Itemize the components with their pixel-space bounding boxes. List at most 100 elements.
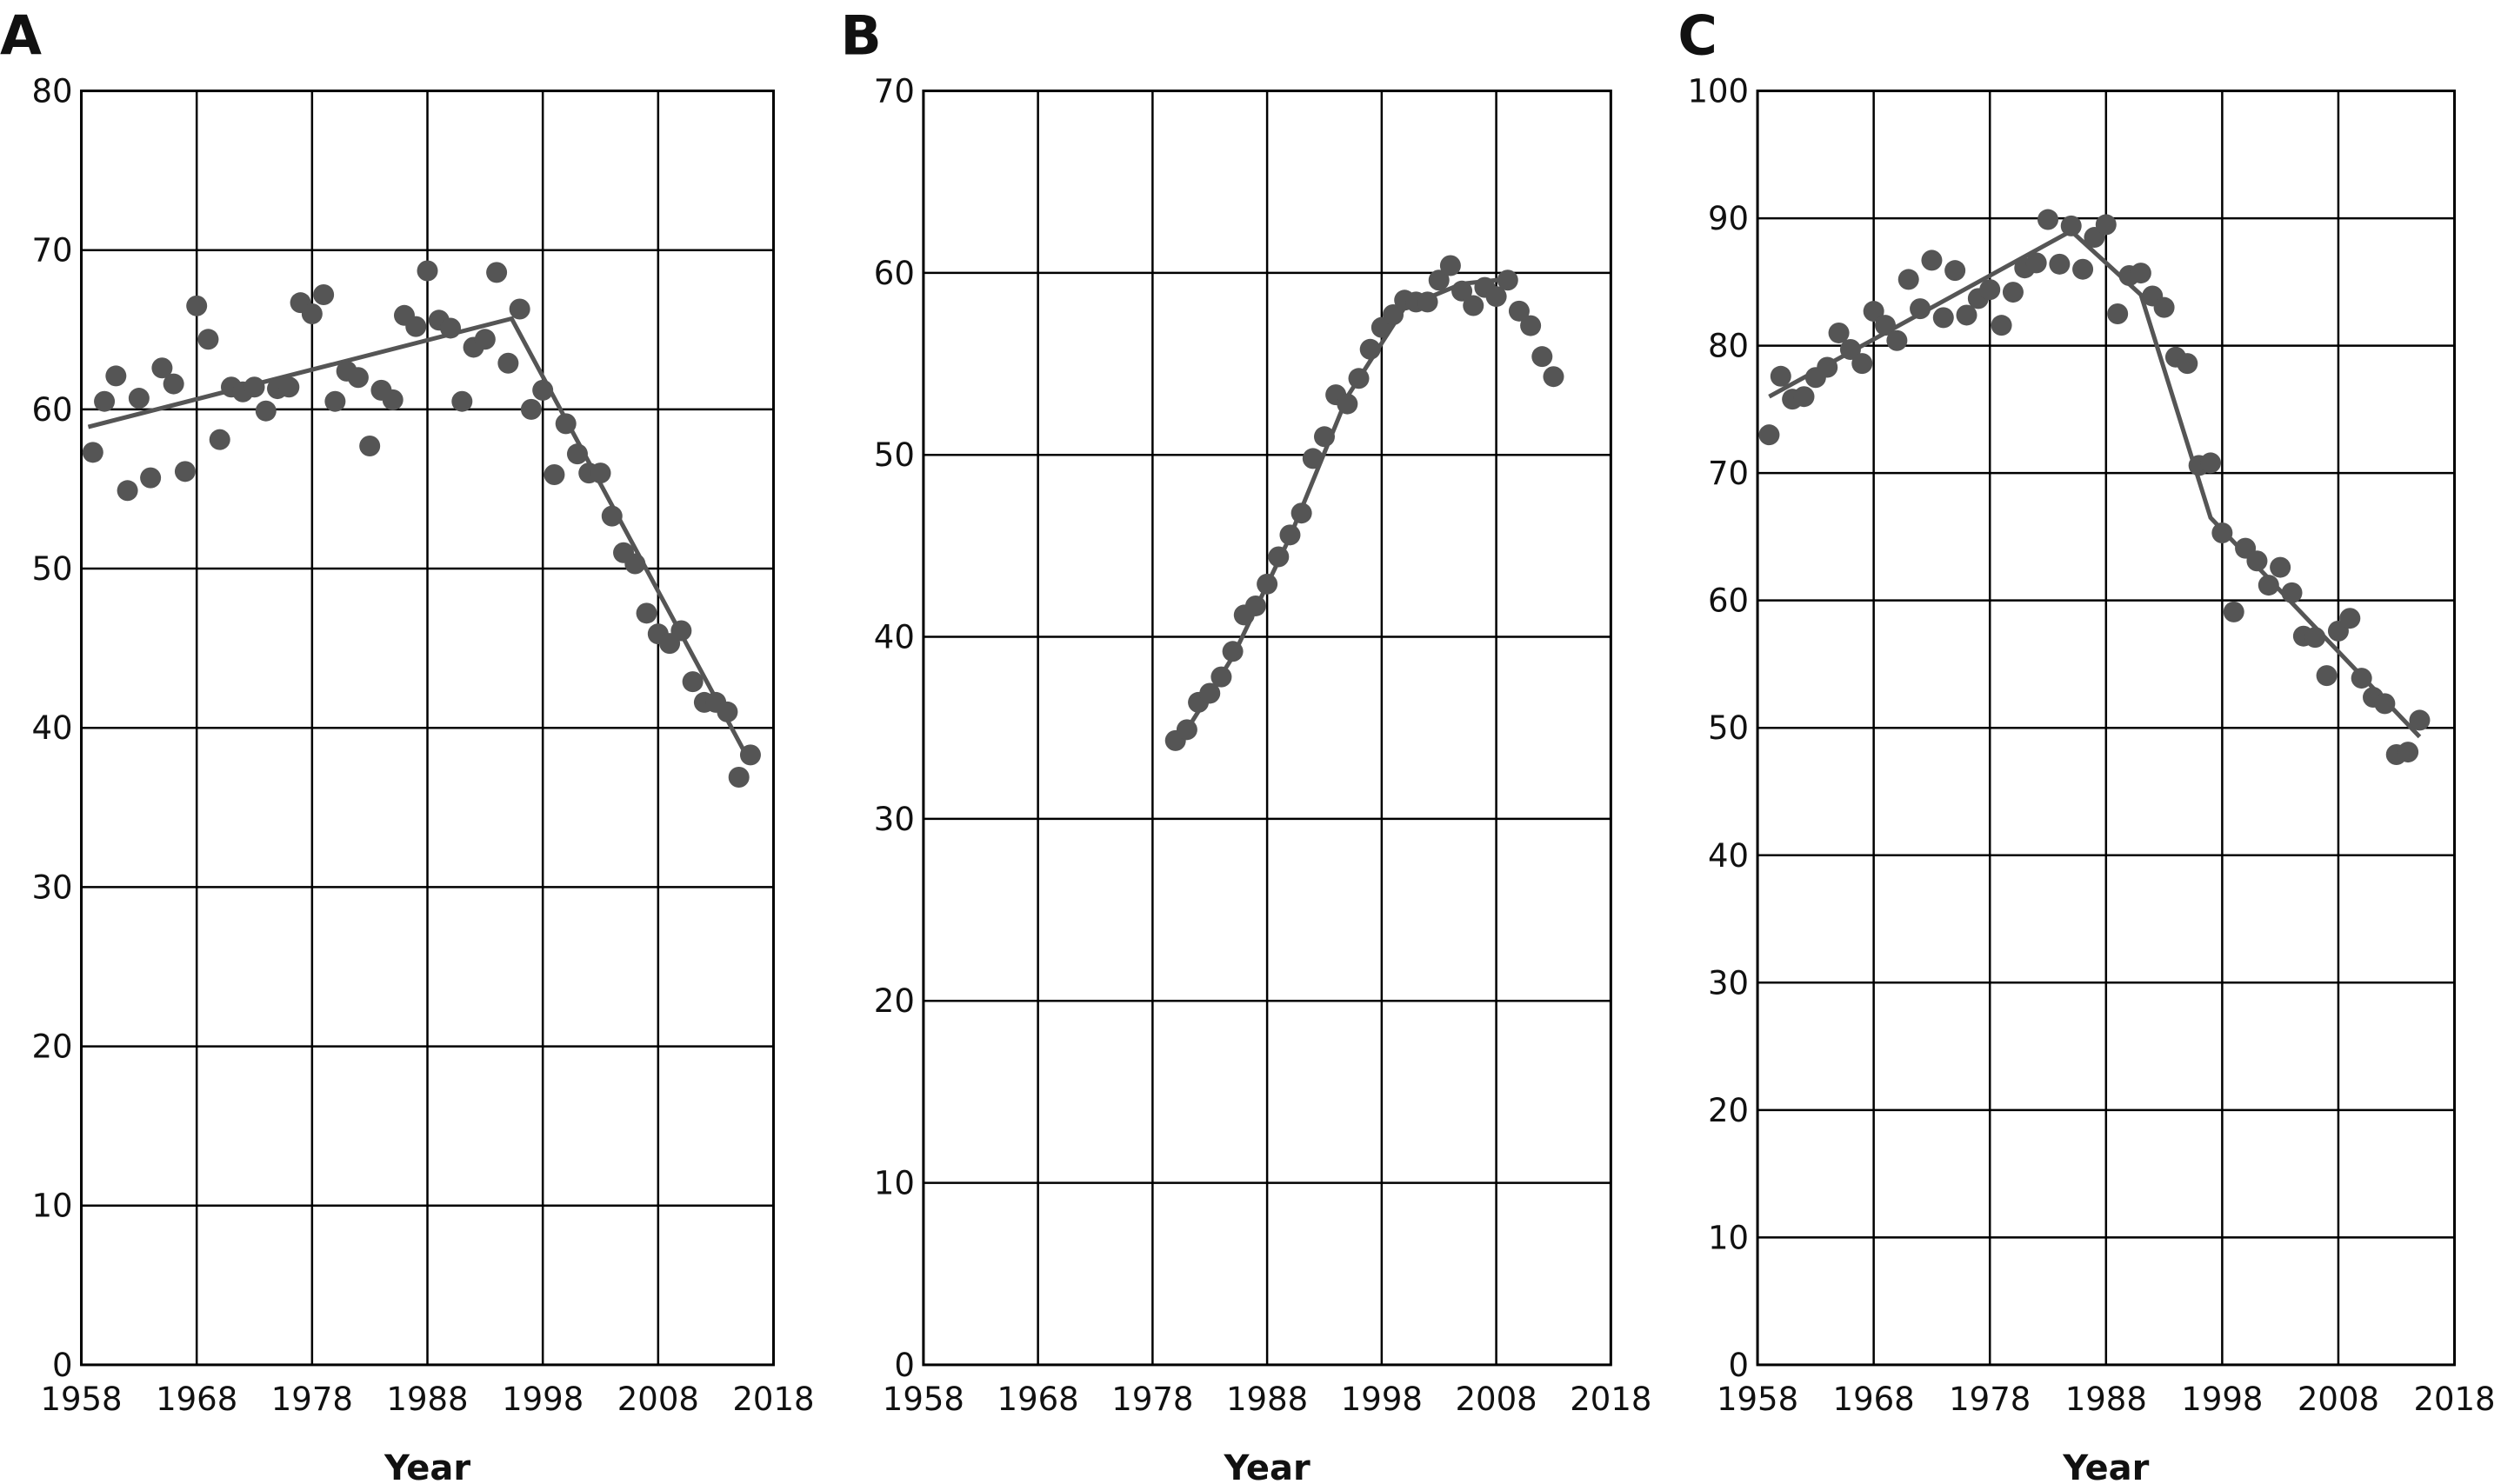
data-point [2107, 303, 2129, 324]
data-point [382, 389, 403, 410]
panel-label: A [0, 3, 42, 67]
y-tick-label: 100 [1687, 73, 1749, 110]
x-tick-label: 1998 [1341, 1381, 1423, 1418]
data-point [1531, 346, 1553, 368]
data-point [728, 767, 750, 789]
data-point [2130, 263, 2151, 284]
data-point [509, 298, 530, 320]
y-tick-label: 50 [1708, 709, 1749, 747]
data-point [359, 436, 381, 457]
data-point [2095, 214, 2117, 236]
x-axis-label: Year [383, 1448, 470, 1484]
data-point [1944, 260, 1966, 282]
data-point [1244, 595, 1266, 616]
y-tick-label: 60 [874, 255, 915, 292]
data-point [1839, 339, 1861, 361]
x-tick-label: 1998 [2181, 1381, 2263, 1418]
data-point [163, 373, 184, 395]
data-point [1875, 315, 1897, 336]
data-point [486, 262, 508, 283]
data-point [1497, 270, 1518, 291]
data-point [1428, 270, 1450, 291]
data-point [566, 443, 588, 465]
y-tick-label: 70 [1708, 455, 1749, 492]
y-tick-label: 40 [1708, 837, 1749, 875]
data-point [520, 398, 542, 420]
data-point [140, 467, 162, 489]
panel-label: B [841, 3, 882, 67]
data-point [1463, 295, 1484, 316]
x-tick-label: 1968 [1833, 1381, 1915, 1418]
data-point [2153, 296, 2175, 318]
data-point [2002, 282, 2024, 303]
data-point [2049, 253, 2071, 275]
x-tick-label: 2018 [732, 1381, 814, 1418]
data-point [278, 376, 300, 398]
data-point [1770, 365, 1791, 387]
data-point [440, 317, 462, 339]
x-tick-label: 1978 [1949, 1381, 2031, 1418]
y-tick-label: 20 [874, 982, 915, 1020]
data-point [1291, 502, 1312, 524]
panel-label: C [1677, 3, 1717, 67]
data-point [1313, 426, 1335, 448]
x-tick-label: 1958 [883, 1381, 964, 1418]
x-tick-label: 1958 [40, 1381, 122, 1418]
data-point [2409, 709, 2431, 731]
data-point [1451, 280, 1473, 302]
x-tick-label: 2018 [2413, 1381, 2495, 1418]
x-axis-label: Year [2062, 1448, 2149, 1484]
data-point [1851, 353, 1873, 375]
data-point [417, 260, 438, 282]
data-point [2223, 601, 2244, 622]
data-point [1817, 356, 1838, 378]
data-point [1991, 315, 2012, 336]
data-point [1359, 338, 1381, 360]
data-point [555, 413, 577, 435]
data-point [2072, 258, 2094, 280]
data-point [128, 388, 150, 409]
y-tick-label: 10 [874, 1165, 915, 1202]
data-point [2398, 742, 2419, 763]
data-point [624, 553, 646, 575]
data-point [590, 463, 611, 484]
plot-frame [922, 90, 1612, 1367]
y-tick-label: 70 [874, 73, 915, 110]
data-point [1439, 255, 1461, 276]
fit-line [1768, 228, 2422, 739]
data-point [1199, 682, 1221, 704]
data-point [117, 480, 138, 502]
y-tick-label: 40 [31, 709, 72, 747]
data-point [186, 295, 208, 316]
data-point [209, 429, 230, 450]
data-point [1910, 298, 1931, 320]
data-point [451, 390, 473, 412]
x-tick-label: 1998 [502, 1381, 584, 1418]
y-tick-label: 30 [31, 868, 72, 906]
data-point [1520, 315, 1542, 336]
data-point [544, 463, 565, 485]
data-point [1921, 250, 1943, 271]
data-point [2037, 209, 2059, 230]
data-point [1932, 307, 1954, 329]
data-point [1257, 573, 1278, 595]
data-point [301, 303, 323, 324]
data-point [94, 390, 116, 412]
data-point [1302, 448, 1324, 469]
y-tick-label: 70 [31, 232, 72, 270]
data-point [1828, 322, 1850, 343]
data-point [1268, 546, 1290, 568]
y-tick-label: 20 [1708, 1092, 1749, 1129]
x-tick-label: 2008 [1456, 1381, 1537, 1418]
plot-frame [80, 90, 775, 1367]
y-tick-label: 10 [31, 1188, 72, 1225]
x-tick-label: 2008 [617, 1381, 699, 1418]
data-point [1210, 666, 1232, 688]
data-point [2246, 550, 2268, 572]
y-tick-label: 60 [31, 391, 72, 429]
y-tick-label: 30 [874, 801, 915, 838]
y-tick-label: 0 [1729, 1347, 1750, 1384]
y-tick-label: 80 [1708, 328, 1749, 365]
data-point [1383, 304, 1404, 326]
data-point [2211, 522, 2233, 544]
